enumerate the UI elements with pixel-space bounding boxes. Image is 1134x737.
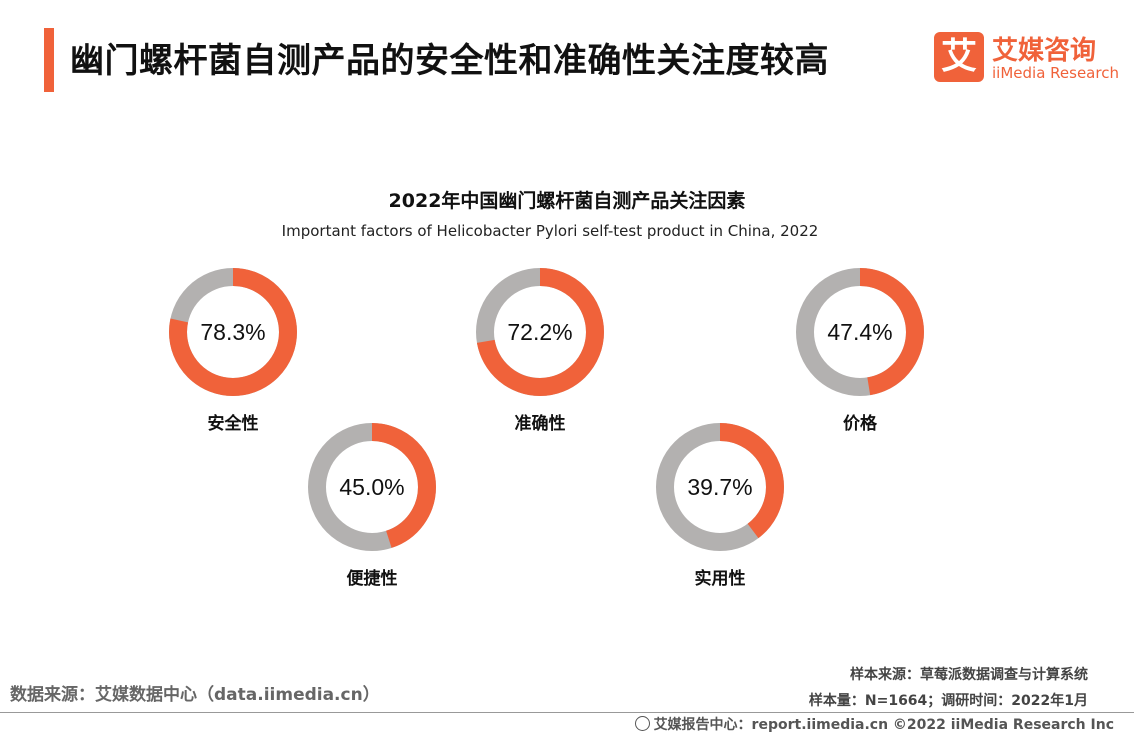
donut-value-arc: [796, 268, 924, 396]
donut-category-label: 价格: [843, 413, 878, 434]
donut-value-arc: [308, 423, 436, 551]
donut-value-label: 47.4%: [827, 319, 892, 345]
logo-name-en: iiMedia Research: [992, 64, 1119, 82]
donut-category-label: 实用性: [695, 568, 746, 589]
donut-category-label: 安全性: [208, 413, 259, 434]
donut-value-label: 45.0%: [339, 474, 404, 500]
donut-value-arc: [656, 423, 784, 551]
chart-title: 2022年中国幽门螺杆菌自测产品关注因素: [388, 190, 746, 212]
donut-category-label: 准确性: [515, 413, 566, 434]
logo-mark-icon: 艾: [934, 32, 984, 82]
footer: 艾媒报告中心：report.iimedia.cn ©2022 iiMedia R…: [634, 714, 1114, 734]
donut-value-label: 78.3%: [200, 319, 265, 345]
sample-source: 样本来源：草莓派数据调查与计算系统: [850, 667, 1088, 683]
footer-text: 艾媒报告中心：report.iimedia.cn ©2022 iiMedia R…: [653, 717, 1114, 733]
donut-value-label: 39.7%: [687, 474, 752, 500]
donut-value-arc: [169, 268, 297, 396]
title-accent-bar: [44, 28, 54, 92]
sample-info: 样本量：N=1664；调研时间：2022年1月: [808, 693, 1088, 709]
donut-5: 39.7% 实用性: [656, 423, 784, 589]
donut-2: 72.2% 准确性: [476, 268, 604, 434]
chart-subtitle: Important factors of Helicobacter Pylori…: [281, 222, 819, 240]
donut-3: 47.4% 价格: [796, 268, 924, 434]
brand-logo: 艾 艾媒咨询 iiMedia Research: [934, 32, 1119, 84]
donut-4: 45.0% 便捷性: [308, 423, 436, 589]
data-source: 数据来源：艾媒数据中心（data.iimedia.cn）: [10, 685, 380, 705]
logo-name-cn: 艾媒咨询: [992, 36, 1097, 66]
donut-1: 78.3% 安全性: [169, 268, 297, 434]
globe-icon: [634, 716, 650, 731]
page-title: 幽门螺杆菌自测产品的安全性和准确性关注度较高: [70, 41, 829, 81]
footer-divider: [0, 712, 1134, 713]
donut-value-label: 72.2%: [507, 319, 572, 345]
donut-category-label: 便捷性: [347, 568, 398, 589]
donut-value-arc: [476, 268, 604, 396]
